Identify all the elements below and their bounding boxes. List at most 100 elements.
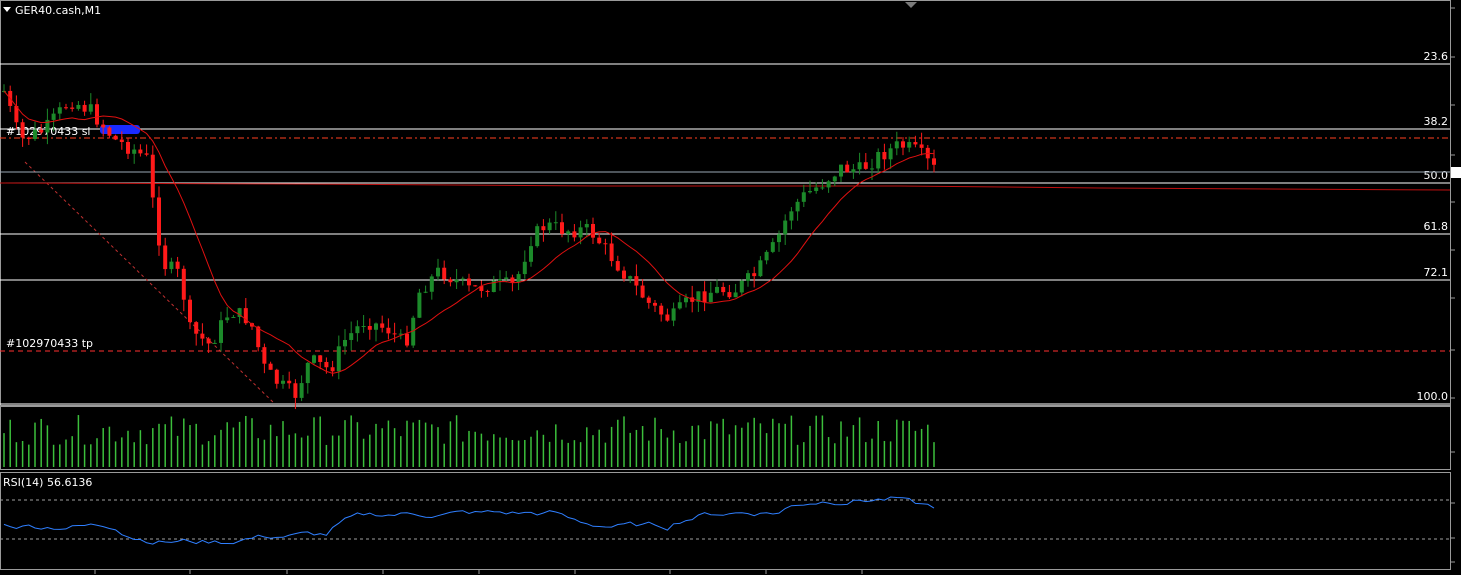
candle-body-84 bbox=[522, 261, 527, 275]
candle-body-42 bbox=[262, 347, 267, 364]
candle-body-107 bbox=[665, 314, 670, 321]
candle-body-140 bbox=[870, 168, 874, 170]
candle-body-119 bbox=[739, 280, 744, 293]
candle-body-17 bbox=[107, 127, 112, 136]
candle-body-21 bbox=[132, 149, 137, 154]
candle-body-120 bbox=[746, 273, 750, 281]
candle-body-46 bbox=[287, 380, 292, 384]
candle-body-80 bbox=[498, 279, 502, 281]
candle-body-108 bbox=[671, 308, 676, 321]
candle-body-47 bbox=[293, 383, 298, 398]
candle-body-64 bbox=[398, 333, 403, 335]
fib-label-2: 50.0 bbox=[1424, 169, 1449, 182]
candle-body-60 bbox=[374, 323, 378, 330]
candle-body-61 bbox=[380, 323, 385, 328]
candle-body-57 bbox=[355, 326, 360, 334]
candle-body-73 bbox=[454, 279, 459, 283]
candle-body-44 bbox=[274, 369, 279, 384]
candle-body-128 bbox=[795, 201, 800, 212]
candle-body-144 bbox=[894, 141, 899, 149]
candle-body-56 bbox=[349, 333, 354, 340]
candle-body-77 bbox=[479, 285, 484, 292]
candle-body-134 bbox=[832, 176, 837, 182]
candle-body-142 bbox=[882, 152, 887, 160]
candle-body-30 bbox=[188, 299, 192, 323]
candle-body-83 bbox=[516, 274, 521, 283]
candle-body-118 bbox=[733, 292, 738, 298]
candle-body-121 bbox=[752, 273, 757, 277]
candle-body-48 bbox=[299, 383, 304, 398]
candle-body-105 bbox=[653, 302, 657, 306]
current-price-tag bbox=[1451, 167, 1461, 178]
candle-body-15 bbox=[95, 104, 99, 125]
candle-body-103 bbox=[640, 285, 645, 298]
candle-body-55 bbox=[343, 339, 347, 347]
collapse-triangle-icon[interactable] bbox=[3, 7, 11, 12]
candle-body-126 bbox=[783, 220, 788, 235]
candle-body-12 bbox=[76, 104, 81, 109]
candle-body-11 bbox=[70, 107, 75, 109]
candle-body-62 bbox=[386, 327, 391, 334]
candle-body-137 bbox=[851, 169, 856, 173]
candle-body-130 bbox=[808, 191, 812, 193]
candle-body-125 bbox=[777, 234, 781, 243]
candle-body-69 bbox=[429, 276, 434, 292]
candle-body-92 bbox=[572, 231, 577, 238]
candle-body-38 bbox=[237, 308, 242, 317]
order-drag-handle[interactable] bbox=[100, 125, 140, 134]
candle-body-50 bbox=[312, 355, 316, 363]
candle-body-67 bbox=[417, 292, 422, 318]
candle-body-104 bbox=[646, 297, 651, 303]
candlestick-series bbox=[2, 84, 936, 410]
candle-body-2 bbox=[14, 105, 19, 123]
candle-body-93 bbox=[578, 227, 583, 238]
candle-body-19 bbox=[119, 139, 124, 142]
candle-body-76 bbox=[473, 285, 478, 287]
main-panel-frame bbox=[0, 0, 1451, 406]
candle-body-106 bbox=[659, 305, 664, 315]
fib-label-4: 72.1 bbox=[1424, 266, 1449, 279]
candle-body-110 bbox=[684, 297, 688, 303]
candle-body-86 bbox=[535, 226, 540, 247]
candle-body-78 bbox=[485, 291, 490, 293]
candle-body-88 bbox=[547, 222, 552, 231]
candle-body-146 bbox=[907, 142, 912, 148]
time-axis bbox=[94, 569, 863, 574]
candle-body-43 bbox=[268, 363, 273, 370]
candle-body-35 bbox=[219, 320, 223, 343]
candle-body-29 bbox=[181, 268, 186, 300]
candle-body-123 bbox=[764, 251, 769, 261]
candle-body-14 bbox=[88, 104, 93, 112]
candle-body-68 bbox=[423, 291, 428, 293]
candle-body-4 bbox=[26, 137, 31, 139]
candle-body-34 bbox=[212, 342, 217, 344]
candle-body-36 bbox=[225, 317, 230, 321]
candle-body-136 bbox=[845, 164, 850, 173]
candle-body-5 bbox=[33, 129, 37, 139]
candle-body-129 bbox=[801, 192, 806, 202]
candle-body-116 bbox=[721, 286, 726, 293]
candle-body-10 bbox=[64, 107, 68, 109]
candle-body-81 bbox=[504, 277, 509, 280]
rsi-panel-frame bbox=[0, 472, 1451, 570]
candle-body-18 bbox=[113, 135, 118, 140]
candle-body-109 bbox=[677, 302, 682, 309]
candle-body-41 bbox=[256, 326, 261, 348]
candle-body-98 bbox=[609, 243, 614, 262]
scroll-marker-icon[interactable] bbox=[905, 2, 917, 8]
tp-order-label: #102970433 tp bbox=[6, 337, 93, 350]
candle-body-53 bbox=[330, 367, 335, 372]
candle-body-132 bbox=[820, 187, 825, 189]
candle-body-131 bbox=[814, 187, 819, 192]
candle-body-145 bbox=[901, 141, 905, 148]
candle-body-24 bbox=[150, 154, 155, 198]
candle-body-141 bbox=[876, 152, 881, 169]
candle-body-66 bbox=[411, 317, 416, 346]
candle-body-95 bbox=[591, 223, 595, 238]
candle-body-63 bbox=[392, 333, 397, 335]
candle-body-99 bbox=[615, 261, 620, 271]
volume-panel-frame bbox=[0, 406, 1451, 470]
trend-line[interactable] bbox=[24, 161, 276, 405]
